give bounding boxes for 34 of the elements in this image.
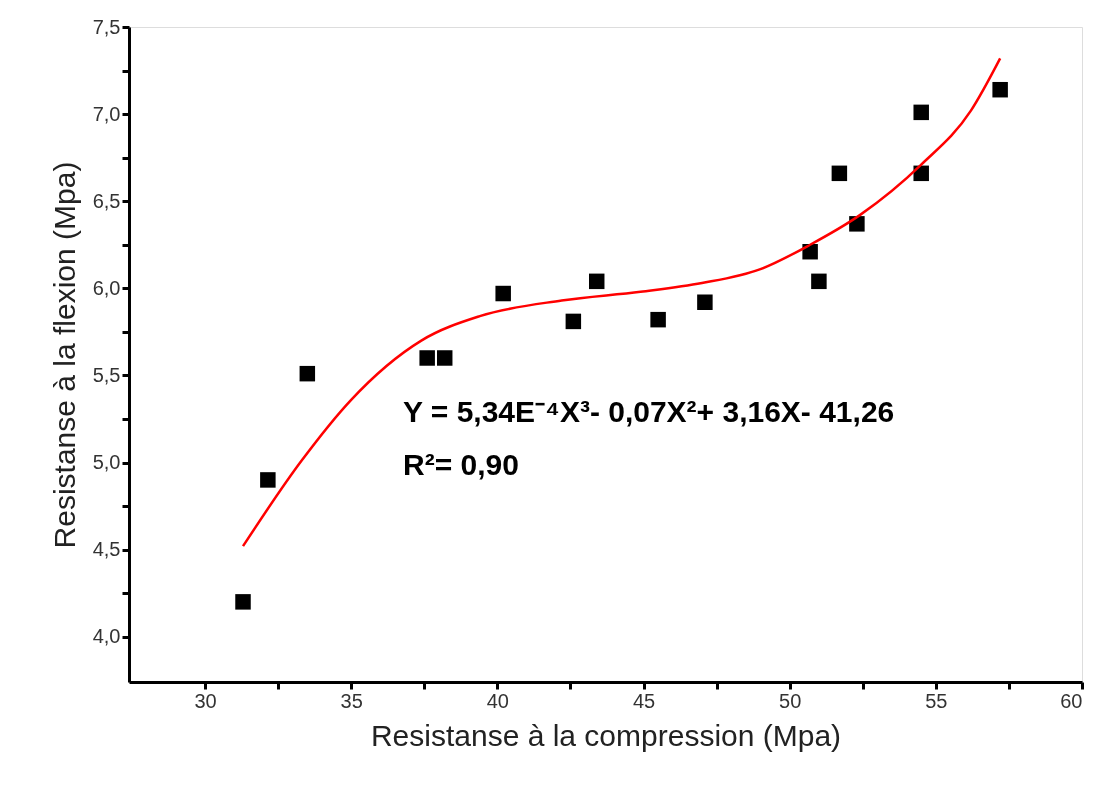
point xyxy=(811,273,827,290)
y-tick-label: 7,5 xyxy=(92,15,121,38)
y-tick-label: 5,5 xyxy=(92,363,121,386)
y-tick-label: 6,0 xyxy=(92,276,121,299)
y-tick-label: 6,5 xyxy=(92,189,121,212)
point xyxy=(913,104,929,121)
annotation: R²= 0,90 xyxy=(403,448,519,481)
x-tick-label: 45 xyxy=(632,689,656,712)
point xyxy=(992,81,1008,98)
line-series xyxy=(241,57,1002,548)
point xyxy=(299,365,316,382)
x-tick-label: 60 xyxy=(1060,689,1083,712)
annotation: Y = 5,34E⁻⁴X³- 0,07X²+ 3,16X- 41,26 xyxy=(403,395,895,428)
y-tick-label: 4,5 xyxy=(92,538,121,561)
point xyxy=(260,472,276,488)
y-tick-label: 7,0 xyxy=(92,102,121,125)
x-tick-label: 30 xyxy=(194,689,217,712)
point xyxy=(565,313,582,330)
y-axis-title: Resistanse à la flexion (Mpa) xyxy=(47,161,81,549)
x-tick-label: 40 xyxy=(486,689,509,712)
point xyxy=(436,350,453,366)
point xyxy=(650,311,666,328)
point xyxy=(495,285,511,302)
point xyxy=(419,350,435,366)
x-axis-title: Resistanse à la compression (Mpa) xyxy=(370,718,842,752)
y-tick-label: 4,0 xyxy=(92,625,121,648)
point xyxy=(235,594,251,610)
y-tick-label: 5,0 xyxy=(92,451,121,474)
point xyxy=(831,165,848,182)
point xyxy=(588,273,605,290)
point xyxy=(697,294,713,310)
x-tick-label: 55 xyxy=(925,689,948,712)
x-tick-label: 35 xyxy=(340,689,363,712)
x-tick-label: 50 xyxy=(779,689,802,712)
